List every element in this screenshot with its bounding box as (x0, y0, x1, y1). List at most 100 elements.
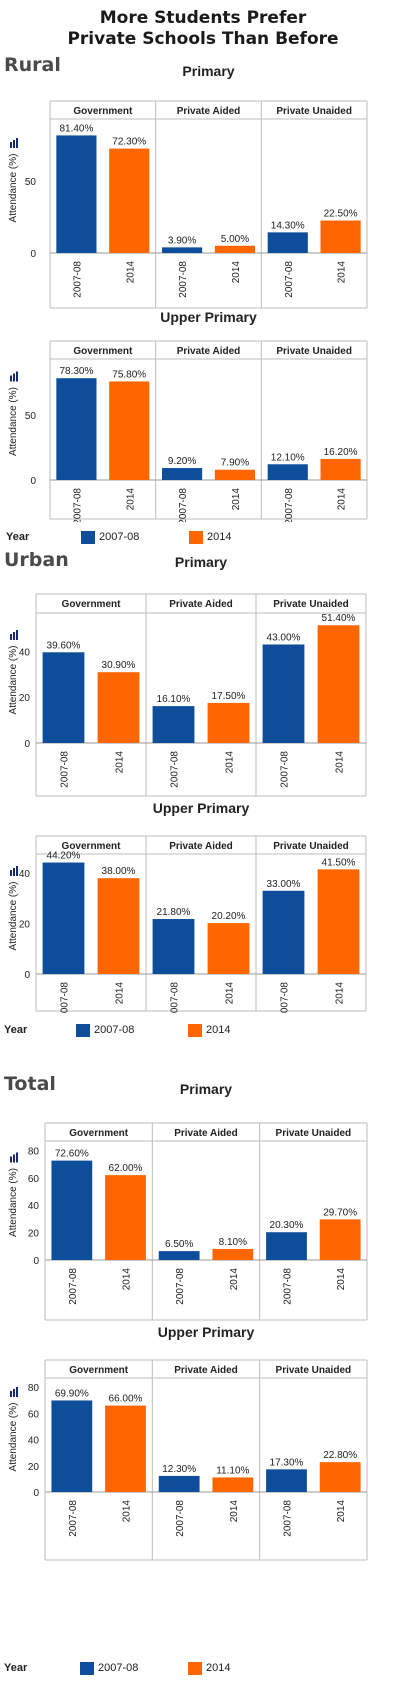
group-header-government: Government (73, 346, 133, 357)
data-label: 5.00% (221, 234, 249, 245)
x-tick-label: 2014 (337, 261, 348, 284)
x-tick-label: 2014 (122, 1268, 133, 1291)
x-tick-label: 2014 (336, 1500, 347, 1523)
bar-chart-icon-bar (10, 375, 12, 382)
bar-chart-icon-bar (13, 140, 15, 148)
legend-label-2007-08: 2007-08 (98, 1662, 139, 1674)
bar-private-unaided-2007-08 (266, 1232, 307, 1260)
x-tick-label: 2007-08 (178, 261, 189, 298)
group-header-government: Government (62, 841, 122, 852)
bar-chart-icon-bar (10, 142, 12, 148)
bar-private-aided-2007-08 (158, 1251, 200, 1260)
group-header-private-unaided: Private Unaided (276, 106, 352, 117)
bar-government-2014 (109, 148, 150, 253)
y-tick-label: 0 (33, 1256, 39, 1267)
legend-swatch-2014 (189, 531, 203, 544)
group-header-government: Government (69, 1128, 129, 1139)
y-axis-label: Attendance (%) (8, 646, 19, 715)
bar-chart-icon-bar (16, 1152, 18, 1163)
x-tick-label: 2014 (125, 261, 136, 284)
y-tick-label: 0 (30, 249, 36, 260)
data-label: 17.50% (212, 691, 246, 702)
x-tick-label: 2007-08 (283, 1500, 294, 1537)
legend-rural: Year 2007-08 2014 (0, 529, 406, 547)
data-label: 17.30% (270, 1457, 304, 1468)
group-header-private-aided: Private Aided (174, 1128, 238, 1139)
bar-private-aided-2007-08 (158, 1475, 200, 1492)
bar-private-aided-2014 (207, 702, 250, 743)
bar-chart-icon-bar (16, 371, 18, 382)
bar-government-2014 (97, 672, 140, 743)
y-tick-label: 60 (28, 1409, 40, 1420)
data-label: 75.80% (112, 369, 146, 380)
legend-title: Year (4, 1662, 28, 1674)
x-tick-label: 2014 (115, 751, 126, 774)
main-title: More Students Prefer Private Schools Tha… (0, 8, 406, 50)
x-tick-label: 2007-08 (72, 261, 83, 298)
bar-private-aided-2014 (214, 245, 255, 253)
group-header-government: Government (69, 1365, 129, 1376)
data-label: 38.00% (102, 866, 136, 877)
bar-chart-icon-bar (10, 634, 12, 640)
bar-government-2014 (109, 381, 150, 480)
bar-chart-icon-bar (16, 138, 18, 148)
legend-label-2014: 2014 (206, 1662, 231, 1674)
data-label: 72.60% (55, 1149, 89, 1160)
data-label: 43.00% (267, 632, 301, 643)
bar-chart-icon-bar (13, 373, 15, 382)
main-title-line1: More Students Prefer (99, 8, 307, 28)
y-tick-label: 40 (28, 1201, 40, 1212)
data-label: 44.20% (47, 851, 81, 862)
data-label: 72.30% (112, 137, 146, 148)
bar-government-2007-08 (42, 652, 85, 743)
chart-total-primary: Primary 0 20 40 60 80 Attendance (%) Government… (8, 1081, 368, 1321)
x-tick-label: 2007-08 (175, 1268, 186, 1305)
region-label-rural: Rural (4, 54, 61, 76)
bar-private-aided-2014 (207, 923, 250, 974)
chart-total-upper-primary: Upper Primary 0 20 40 60 80 Attendance (%) Gove… (8, 1324, 368, 1561)
data-label: 51.40% (322, 613, 356, 624)
bar-private-aided-2014 (212, 1477, 254, 1492)
y-tick-label: 0 (33, 1488, 39, 1499)
x-tick-label: 2007-08 (170, 751, 181, 788)
bar-chart-icon-bar (10, 870, 12, 876)
group-header-private-aided: Private Aided (177, 346, 241, 357)
chart-title: Upper Primary (160, 309, 257, 325)
y-tick-label: 80 (28, 1146, 40, 1157)
x-tick-label: 2007-08 (60, 751, 71, 788)
y-axis-label: Attendance (%) (8, 154, 19, 223)
x-tick-label: 2014 (231, 261, 242, 284)
data-label: 33.00% (267, 879, 301, 890)
bar-government-2014 (105, 1175, 146, 1260)
x-tick-label: 2007-08 (283, 1268, 294, 1305)
y-tick-label: 20 (19, 693, 31, 704)
x-tick-label: 2007-08 (72, 488, 83, 522)
legend-swatch-2014 (188, 1662, 202, 1675)
group-header-private-aided: Private Aided (177, 106, 241, 117)
data-label: 22.50% (324, 209, 358, 220)
bar-private-unaided-2014 (317, 625, 360, 743)
bar-private-aided-2014 (212, 1248, 254, 1260)
legend-swatch-2007-08 (80, 1662, 94, 1675)
group-header-private-unaided: Private Unaided (273, 599, 349, 610)
x-tick-label: 2014 (122, 1500, 133, 1523)
data-label: 16.20% (324, 447, 358, 458)
bar-private-aided-2007-08 (162, 247, 203, 253)
legend-label-2007-08: 2007-08 (94, 1024, 135, 1036)
bar-chart-icon-bar (16, 630, 18, 640)
group-header-private-aided: Private Aided (169, 599, 233, 610)
y-tick-label: 40 (28, 1436, 40, 1447)
data-label: 78.30% (59, 366, 93, 377)
y-tick-label: 0 (24, 970, 30, 981)
legend-swatch-2007-08 (81, 531, 95, 544)
legend-total: Year 2007-08 2014 (0, 1660, 406, 1678)
bar-private-unaided-2007-08 (262, 644, 305, 743)
x-tick-label: 2007-08 (280, 751, 291, 788)
legend-label-2014: 2014 (206, 1024, 231, 1036)
x-tick-label: 2007-08 (175, 1500, 186, 1537)
bar-government-2007-08 (56, 378, 97, 480)
region-label-urban: Urban (4, 549, 69, 571)
x-tick-label: 2007-08 (68, 1268, 79, 1305)
y-tick-label: 40 (19, 869, 31, 880)
bar-government-2014 (105, 1405, 146, 1492)
